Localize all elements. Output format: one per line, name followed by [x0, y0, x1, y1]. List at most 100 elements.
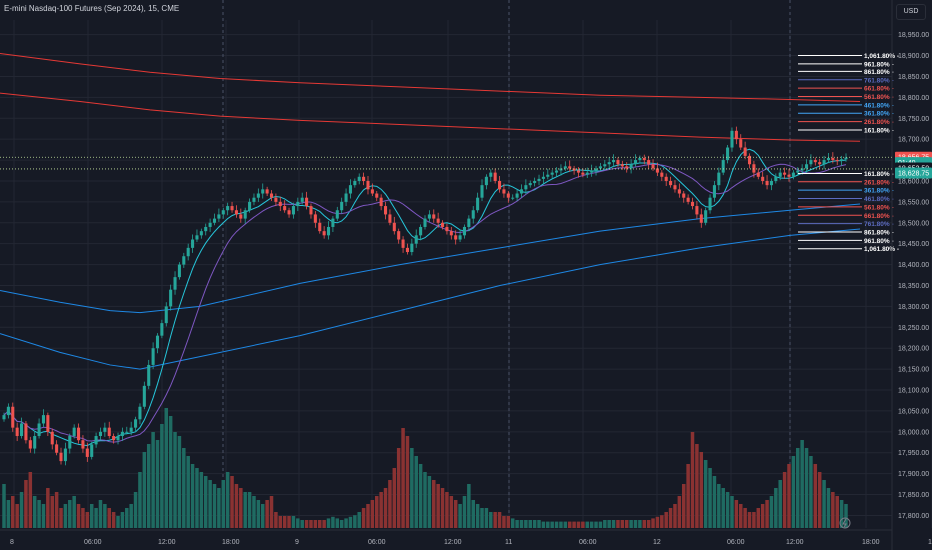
volume-bar	[699, 452, 704, 528]
volume-bar	[269, 496, 274, 528]
candle-body	[533, 180, 537, 184]
candle-body	[116, 436, 120, 441]
volume-bar	[243, 492, 247, 528]
candle-body	[357, 176, 361, 181]
volume-bar	[673, 504, 677, 528]
volume-bar	[195, 468, 199, 528]
volume-bar	[160, 424, 164, 528]
candle-body	[155, 335, 160, 349]
volume-bar	[138, 472, 142, 528]
volume-bar	[585, 521, 590, 528]
volume-bar	[63, 504, 68, 528]
candle-body	[256, 193, 260, 198]
price-tick-label: 18,900.00	[898, 53, 929, 60]
volume-bar	[317, 520, 322, 528]
volume-bar	[796, 448, 800, 528]
volume-bar	[85, 512, 90, 528]
candle-body	[59, 452, 63, 462]
volume-bar	[76, 504, 81, 528]
candle-body	[55, 444, 59, 453]
candle-body	[704, 210, 708, 223]
price-tick-label: 17,950.00	[898, 450, 929, 457]
price-tick-label: 18,600.00	[898, 178, 929, 185]
candle-body	[721, 160, 725, 173]
candle-body	[506, 193, 510, 198]
candle-body	[401, 239, 405, 248]
volume-bar	[550, 521, 554, 528]
volume-bar	[396, 448, 401, 528]
candle-body	[335, 210, 339, 219]
volume-bar	[19, 492, 24, 528]
volume-bar	[598, 521, 603, 528]
candle-body	[783, 172, 787, 175]
price-tick-label: 18,950.00	[898, 32, 929, 39]
volume-bar	[668, 508, 673, 528]
candle-body	[63, 448, 67, 462]
volume-bar	[50, 496, 54, 528]
moving-average-line	[0, 52, 861, 103]
candle-body	[743, 147, 747, 156]
candle-body	[129, 427, 133, 432]
price-tick-label: 18,700.00	[898, 137, 929, 144]
volume-bar	[348, 516, 353, 528]
price-tag-box	[895, 167, 932, 179]
candle-body	[686, 197, 690, 202]
candle-body	[326, 226, 331, 236]
currency-button[interactable]: USD	[896, 4, 926, 20]
candle-body	[813, 160, 817, 163]
candle-body	[835, 160, 839, 162]
candle-body	[234, 210, 238, 215]
candle-body	[112, 436, 116, 441]
volume-bar	[225, 472, 230, 528]
volume-bar	[572, 521, 576, 528]
fib-level-label: 961.80% -	[864, 61, 894, 68]
candle-body	[752, 164, 756, 173]
fib-level-label: 561.80% -	[864, 204, 894, 211]
candle-body	[6, 406, 10, 416]
price-tags: 18,656.7501:4018,652.5018,628.75	[895, 151, 932, 179]
fib-level-label: 261.80% -	[864, 119, 894, 126]
candle-body	[669, 180, 673, 186]
candle-body	[362, 176, 366, 181]
price-tag-text: 18,628.75	[898, 171, 929, 178]
candle-body	[278, 201, 282, 207]
volume-bar	[199, 472, 204, 528]
candle-body	[261, 189, 265, 194]
volume-bar	[111, 512, 116, 528]
volume-bar	[335, 518, 340, 528]
volume-bar	[581, 521, 585, 528]
candles	[2, 126, 848, 466]
volume-bar	[168, 416, 173, 528]
candle-body	[651, 164, 655, 169]
candle-body	[318, 222, 322, 232]
misc	[0, 156, 892, 529]
candle-body	[217, 214, 221, 219]
candle-body	[24, 423, 28, 441]
volume-bar	[427, 476, 432, 528]
volume-bar	[546, 521, 550, 528]
candle-body	[603, 164, 607, 167]
volume-bar	[217, 488, 221, 528]
volume-bar	[607, 520, 611, 528]
volume-bar	[690, 432, 695, 528]
volume-bar	[765, 500, 769, 528]
candle-body	[103, 427, 107, 432]
volume-bar	[41, 504, 46, 528]
time-tick-label: 12:00	[444, 539, 462, 546]
lightning-icon	[842, 518, 847, 528]
volume-bar	[567, 521, 572, 528]
candle-body	[353, 180, 357, 186]
volume-bar	[554, 521, 559, 528]
volume-bar	[493, 512, 497, 528]
volume-bar	[660, 515, 664, 528]
volume-bar	[309, 520, 313, 528]
grid	[0, 0, 932, 528]
volume-bar	[146, 444, 151, 528]
time-tick-label: 06:00	[368, 539, 386, 546]
volume-bar	[462, 496, 467, 528]
volume-bar	[331, 516, 335, 528]
volume-bar	[800, 440, 804, 528]
